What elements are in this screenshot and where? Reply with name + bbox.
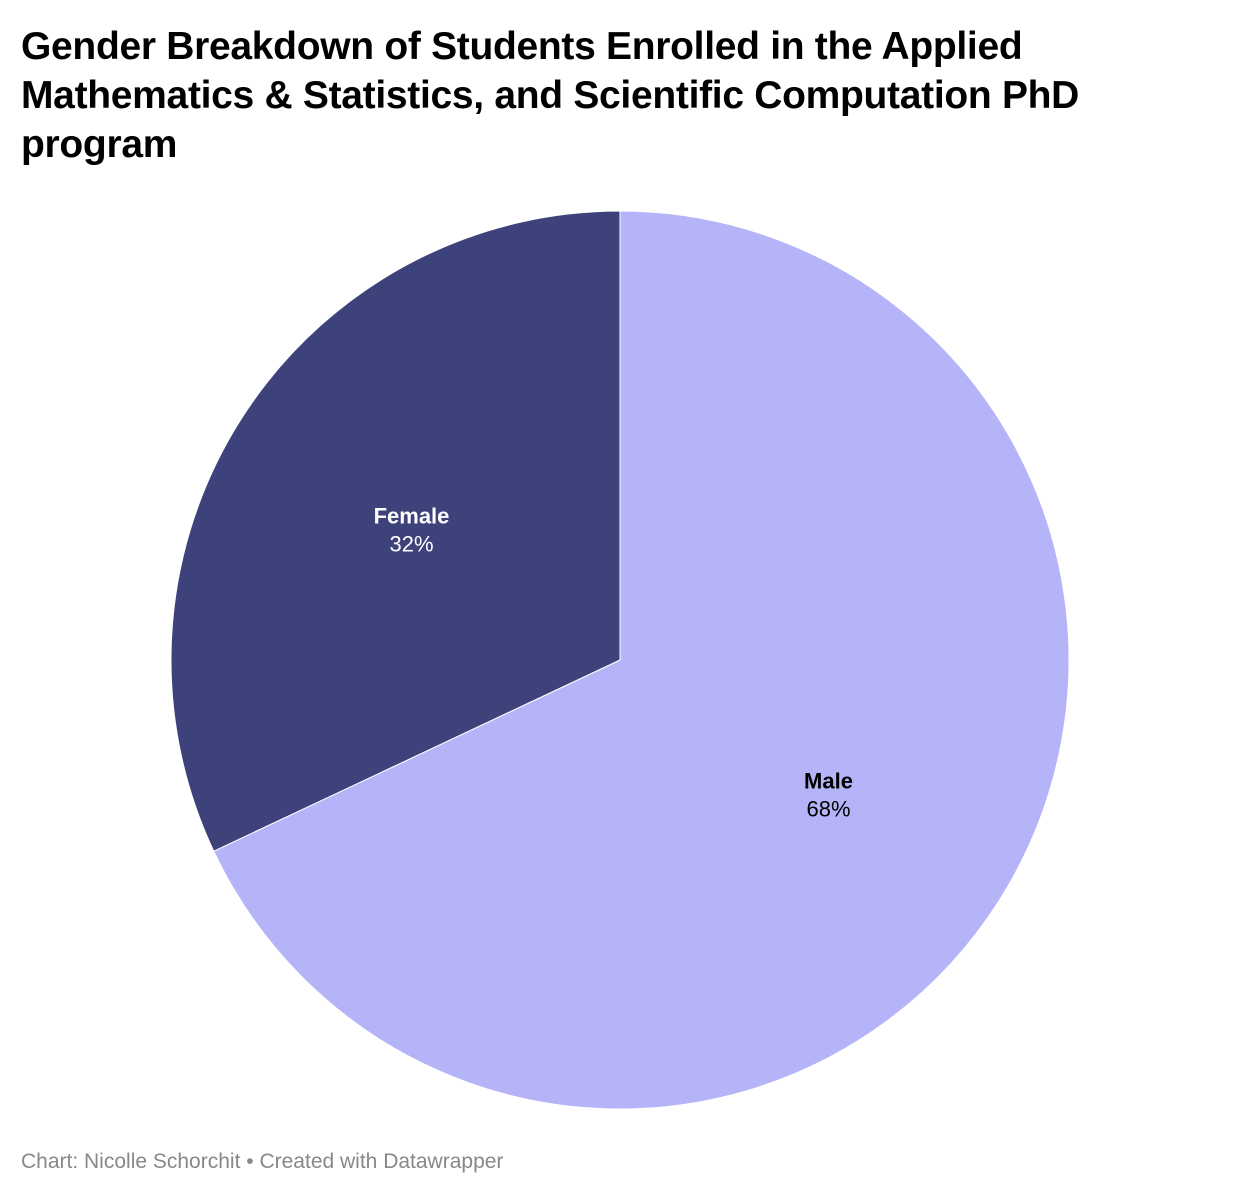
chart-credit: Chart: Nicolle Schorchit bbox=[21, 1150, 241, 1173]
slice-value-female: 32% bbox=[389, 532, 433, 557]
pie-slice-female[interactable] bbox=[170, 210, 621, 852]
created-with-link[interactable]: Created with Datawrapper bbox=[259, 1150, 504, 1173]
slice-label-female: Female bbox=[374, 504, 450, 529]
slice-value-male: 68% bbox=[806, 796, 850, 821]
chart-footer: Chart: Nicolle Schorchit • Created with … bbox=[21, 1150, 503, 1174]
pie-slice-male[interactable] bbox=[213, 210, 1070, 1110]
footer-separator: • bbox=[246, 1150, 254, 1173]
chart-title: Gender Breakdown of Students Enrolled in… bbox=[21, 25, 1080, 166]
slice-label-male: Male bbox=[804, 768, 853, 793]
